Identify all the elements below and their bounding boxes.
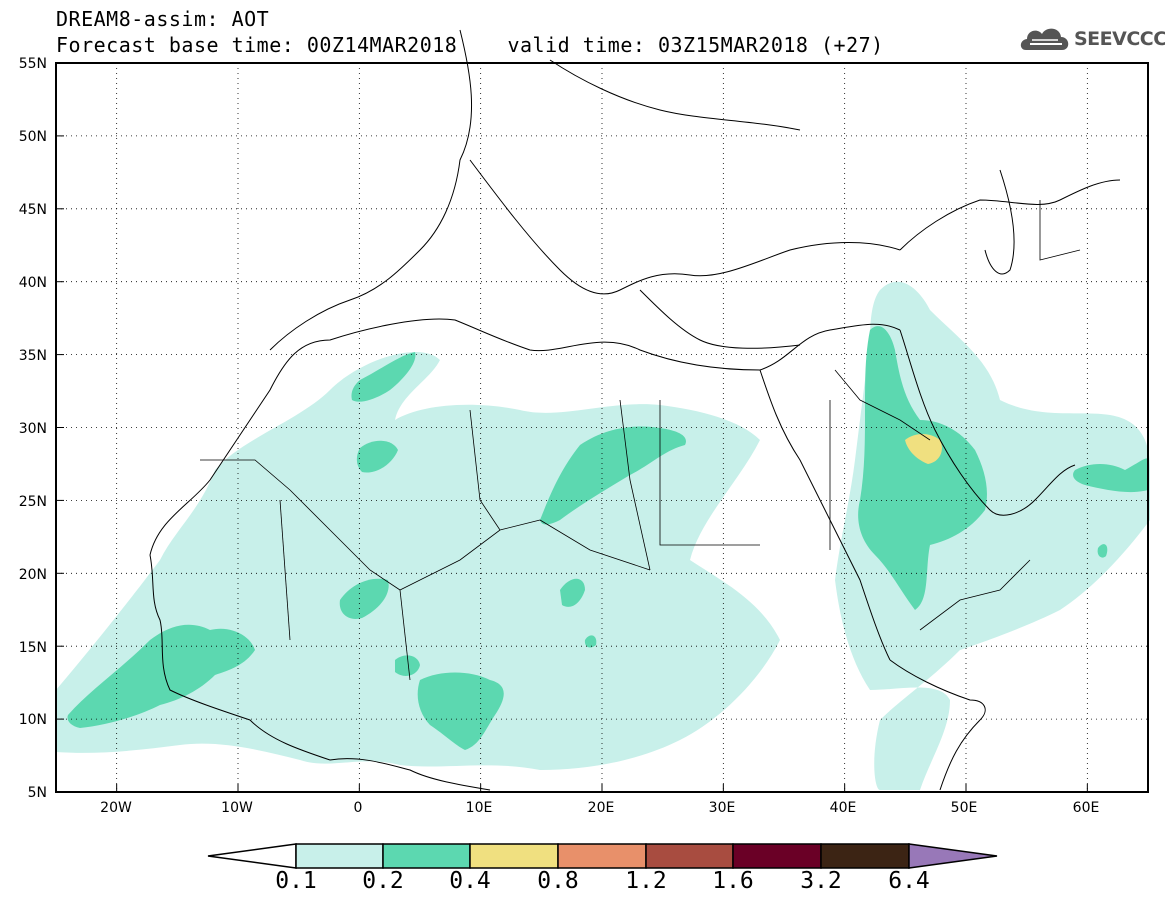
coastlines [149, 29, 1121, 791]
map-title: DREAM8-assim: AOT [56, 7, 270, 31]
lat-label-35n: 35N [19, 348, 47, 364]
lon-label-10e: 10E [466, 800, 493, 816]
lat-label-30n: 30N [19, 421, 47, 437]
colorbar-label-0: 0.1 [275, 868, 317, 894]
colorbar-label-5: 1.6 [712, 868, 754, 894]
lat-label-25n: 25N [19, 494, 47, 510]
country-borders [200, 200, 1081, 681]
lon-label-20e: 20E [588, 800, 615, 816]
lon-label-30e: 30E [709, 800, 736, 816]
forecast-time-line: Forecast base time: 00Z14MAR2018 valid t… [56, 33, 884, 57]
lon-label-40e: 40E [830, 800, 857, 816]
colorbar-label-2: 0.4 [449, 868, 491, 894]
lat-label-5n: 5N [28, 785, 47, 801]
lat-label-55n: 55N [19, 56, 47, 72]
lon-label-20w: 20W [100, 800, 132, 816]
lat-label-45n: 45N [19, 202, 47, 218]
lat-label-15n: 15N [19, 640, 47, 656]
aot-0.4-contours [905, 434, 942, 464]
lat-label-50n: 50N [19, 129, 47, 145]
colorbar-label-1: 0.2 [362, 868, 404, 894]
lon-label-60e: 60E [1073, 800, 1100, 816]
gridlines [56, 63, 1148, 792]
colorbar-label-3: 0.8 [537, 868, 579, 894]
colorbar-label-4: 1.2 [625, 868, 667, 894]
lon-label-50e: 50E [951, 800, 978, 816]
lat-label-10n: 10N [19, 712, 47, 728]
cloud-icon [1020, 28, 1069, 50]
lon-label-0: 0 [354, 800, 363, 816]
seevccc-logo: SEEVCCC [1018, 22, 1165, 58]
lat-label-20n: 20N [19, 567, 47, 583]
colorbar-label-7: 6.4 [888, 868, 930, 894]
lon-label-10w: 10W [221, 800, 253, 816]
lat-label-40n: 40N [19, 275, 47, 291]
colorbar-label-6: 3.2 [800, 868, 842, 894]
aot-0.1-contours [56, 281, 1150, 790]
logo-text: SEEVCCC [1074, 28, 1165, 50]
